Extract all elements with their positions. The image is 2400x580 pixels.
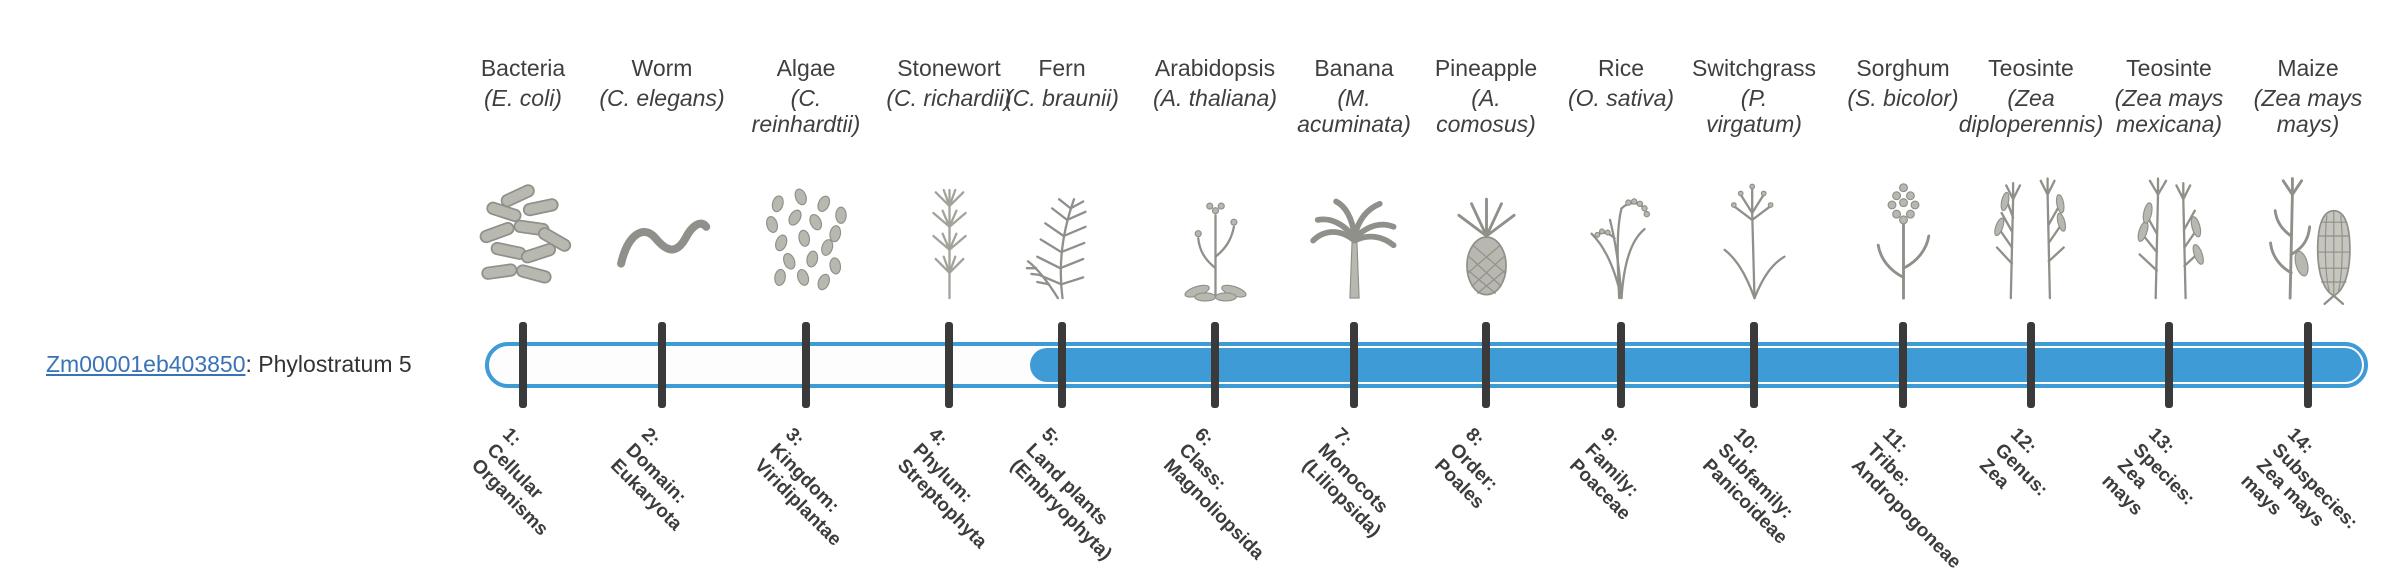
organism-latin-name: (Zea diploperennis) xyxy=(1958,85,2104,137)
organism-column: Arabidopsis (A. thaliana) xyxy=(1135,55,1295,305)
organism-name: Teosinte xyxy=(1988,55,2074,81)
organism-name: Banana xyxy=(1314,55,1394,81)
organism-latin-name: (C. reinhardtii) xyxy=(751,85,861,137)
phylostratum-tick xyxy=(1350,322,1358,408)
fern-icon xyxy=(982,167,1142,305)
phylostratum-tick xyxy=(802,322,810,408)
phylostratum-tick xyxy=(2027,322,2035,408)
organism-name: Sorghum xyxy=(1856,55,1950,81)
phylostratum-tick xyxy=(2304,322,2312,408)
organism-column: Maize (Zea mays mays) xyxy=(2228,55,2388,305)
phylostratum-tick xyxy=(519,322,527,408)
organism-latin-name: (P. virgatum) xyxy=(1706,85,1802,137)
teosinte-mexicana-icon xyxy=(2089,167,2249,305)
organism-column: Sorghum (S. bicolor) xyxy=(1823,55,1983,305)
phylostratum-stage-label: 1: Cellular Organisms xyxy=(466,424,553,541)
organism-name: Rice xyxy=(1597,55,1644,81)
organism-latin-name: (E. coli) xyxy=(484,85,562,111)
organism-column: Fern (C. braunii) xyxy=(982,55,1142,305)
organism-column: Bacteria (E. coli) xyxy=(443,55,603,305)
switchgrass-icon xyxy=(1674,167,1834,305)
organism-column: Rice (O. sativa) xyxy=(1541,55,1701,305)
organism-latin-name: (C. elegans) xyxy=(599,85,725,111)
phylostratum-stage-label: 14: Subspecies: Zea mays mays xyxy=(2236,424,2362,534)
organism-latin-name: (M. acuminata) xyxy=(1297,85,1411,137)
organism-latin-name: (O. sativa) xyxy=(1567,85,1675,111)
rice-icon xyxy=(1541,167,1701,305)
arabidopsis-icon xyxy=(1135,167,1295,305)
phylostratum-tick xyxy=(1750,322,1758,408)
phylostratum-stage-label: 11: Tribe: Andropogoneae xyxy=(1846,424,1965,574)
phylostratum-stage-label: 7: Monocots (Liliopsida) xyxy=(1297,424,1392,542)
organism-name: Teosinte xyxy=(2126,55,2212,81)
organism-name: Worm xyxy=(631,55,693,81)
organism-column: Banana (M. acuminata) xyxy=(1274,55,1434,305)
organism-name: Pineapple xyxy=(1434,55,1538,81)
phylostratum-tick xyxy=(658,322,666,408)
organism-latin-name: (A. comosus) xyxy=(1436,85,1536,137)
organism-column: Switchgrass (P. virgatum) xyxy=(1674,55,1834,305)
phylostratum-bar-outline xyxy=(485,342,2368,388)
organism-latin-name: (C. richardii) xyxy=(886,85,1012,111)
organism-name: Stonewort xyxy=(897,55,1001,81)
phylostratum-tick xyxy=(2165,322,2173,408)
organism-column: Worm (C. elegans) xyxy=(582,55,742,305)
phylostratum-tick xyxy=(1211,322,1219,408)
organism-column: Algae (C. reinhardtii) xyxy=(726,55,886,305)
organism-column: Stonewort (C. richardii) xyxy=(869,55,1029,305)
teosinte-diploperennis-icon xyxy=(1951,167,2111,305)
gene-annotation: : Phylostratum 5 xyxy=(245,351,412,377)
organism-name: Bacteria xyxy=(480,55,566,81)
bacteria-icon xyxy=(443,167,603,305)
phylostratum-stage-label: 4: Phylum: Streptophyta xyxy=(892,424,991,553)
phylostratum-stage-label: 10: Subfamily: Panicoideae xyxy=(1697,424,1798,549)
organism-column: Teosinte (Zea mays mexicana) xyxy=(2089,55,2249,305)
phylostratum-stage-label: 6: Class: Magnoliopsida xyxy=(1158,424,1268,565)
organism-latin-name: (C. braunii) xyxy=(1005,85,1119,111)
gene-id-link[interactable]: Zm00001eb403850 xyxy=(46,351,246,377)
phylostratum-stage-label: 12: Genus: Zea xyxy=(1974,424,2052,501)
banana-icon xyxy=(1274,167,1434,305)
organism-column: Teosinte (Zea diploperennis) xyxy=(1951,55,2111,305)
organism-column: Pineapple (A. comosus) xyxy=(1406,55,1566,305)
phylostratum-tick xyxy=(1617,322,1625,408)
phylostratum-stage-label: 9: Family: Poaceae xyxy=(1564,424,1643,525)
phylostratum-tick xyxy=(945,322,953,408)
phylostratum-stage-label: 8: Order: Poales xyxy=(1429,424,1502,514)
gene-label: Zm00001eb403850: Phylostratum 5 xyxy=(46,351,412,378)
sorghum-icon xyxy=(1823,167,1983,305)
phylostratum-bar-fill xyxy=(1030,348,2362,382)
phylostratum-tick xyxy=(1482,322,1490,408)
organism-name: Arabidopsis xyxy=(1154,55,1276,81)
organism-latin-name: (A. thaliana) xyxy=(1152,85,1277,111)
organism-latin-name: (S. bicolor) xyxy=(1847,85,1959,111)
phylostratum-tick xyxy=(1058,322,1066,408)
maize-icon xyxy=(2228,167,2388,305)
phylostratum-stage-label: 3: Kingdom: Viridiplantae xyxy=(749,424,846,551)
organism-name: Algae xyxy=(776,55,836,81)
organism-name: Switchgrass xyxy=(1692,55,1816,81)
phylostratum-stage-label: 13: Species: Zea mays xyxy=(2097,424,2199,520)
phylostratum-stage-label: 5: Land plants (Embryophyta) xyxy=(1005,424,1116,565)
organism-name: Maize xyxy=(2277,55,2339,81)
stonewort-icon xyxy=(869,167,1029,305)
algae-icon xyxy=(726,167,886,305)
organism-latin-name: (Zea mays mexicana) xyxy=(2114,85,2224,137)
organism-name: Fern xyxy=(1038,55,1086,81)
worm-icon xyxy=(582,167,742,305)
pineapple-icon xyxy=(1406,167,1566,305)
phylostratum-stage-label: 2: Domain: Eukaryota xyxy=(605,424,691,535)
organism-latin-name: (Zea mays mays) xyxy=(2253,85,2363,137)
phylostratum-tick xyxy=(1899,322,1907,408)
